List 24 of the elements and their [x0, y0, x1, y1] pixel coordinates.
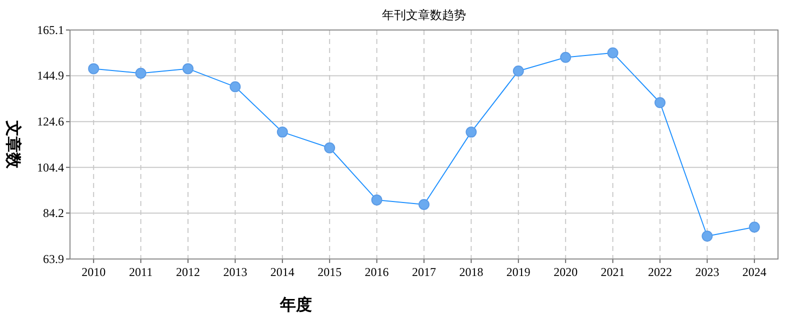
x-tick-label: 2014 — [270, 265, 294, 279]
x-tick-label: 2015 — [318, 265, 342, 279]
x-tick-label: 2021 — [600, 265, 625, 279]
x-tick-label: 2017 — [412, 265, 436, 279]
chart-title: 年刊文章数趋势 — [382, 8, 466, 22]
x-tick-label: 2024 — [742, 265, 766, 279]
x-tick-label: 2018 — [459, 265, 484, 279]
y-tick-label: 63.9 — [43, 252, 64, 266]
x-tick-label: 2019 — [506, 265, 530, 279]
x-axis-title: 年度 — [279, 295, 312, 314]
x-tick-label: 2013 — [223, 265, 248, 279]
y-tick-label: 165.1 — [37, 23, 64, 37]
y-tick-label: 144.9 — [37, 68, 64, 83]
x-tick-label: 2011 — [129, 265, 153, 279]
x-tick-label: 2016 — [364, 265, 389, 279]
y-axis-title: 文章数 — [4, 120, 22, 170]
x-tick-label: 2012 — [176, 265, 200, 279]
y-tick-label: 104.4 — [37, 160, 64, 174]
y-tick-label: 84.2 — [43, 206, 64, 220]
x-tick-label: 2010 — [82, 265, 106, 279]
x-tick-label: 2023 — [695, 265, 720, 279]
y-tick-label: 124.6 — [37, 114, 64, 129]
x-tick-label: 2020 — [554, 265, 578, 279]
x-tick-label: 2022 — [648, 265, 672, 279]
